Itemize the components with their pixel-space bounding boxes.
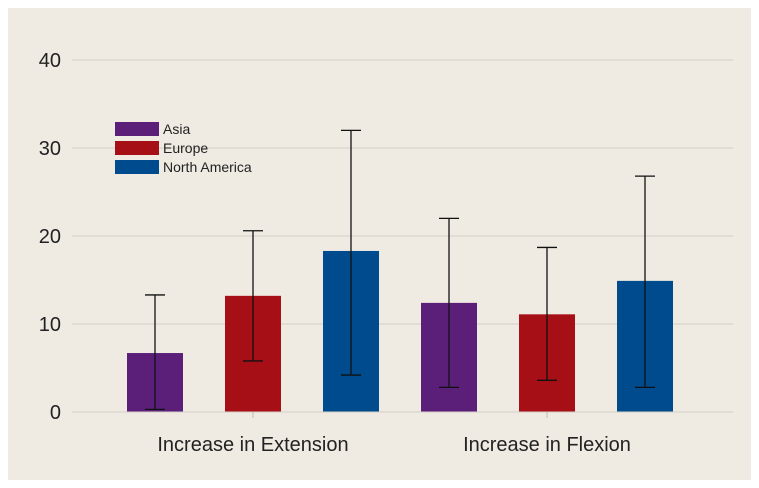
y-tick-label: 40 — [39, 50, 61, 72]
legend-swatch — [115, 141, 159, 155]
y-axis: 0 10 20 30 40 — [39, 50, 61, 424]
legend-swatch — [115, 122, 159, 136]
y-tick-label: 20 — [39, 226, 61, 248]
y-tick-label: 0 — [50, 402, 61, 424]
y-tick-label: 30 — [39, 138, 61, 160]
x-category-label: Increase in Flexion — [463, 434, 631, 456]
chart-panel: 0 10 20 30 40 Increase in Extension Increase … — [8, 8, 751, 480]
y-tick-label: 10 — [39, 314, 61, 336]
legend-label: Asia — [163, 121, 190, 137]
x-axis: Increase in Extension Increase in Flexion — [72, 412, 733, 456]
bars — [127, 251, 673, 412]
legend-label: North America — [163, 159, 252, 175]
legend-swatch — [115, 160, 159, 174]
legend-label: Europe — [163, 140, 208, 156]
x-category-label: Increase in Extension — [157, 434, 348, 456]
